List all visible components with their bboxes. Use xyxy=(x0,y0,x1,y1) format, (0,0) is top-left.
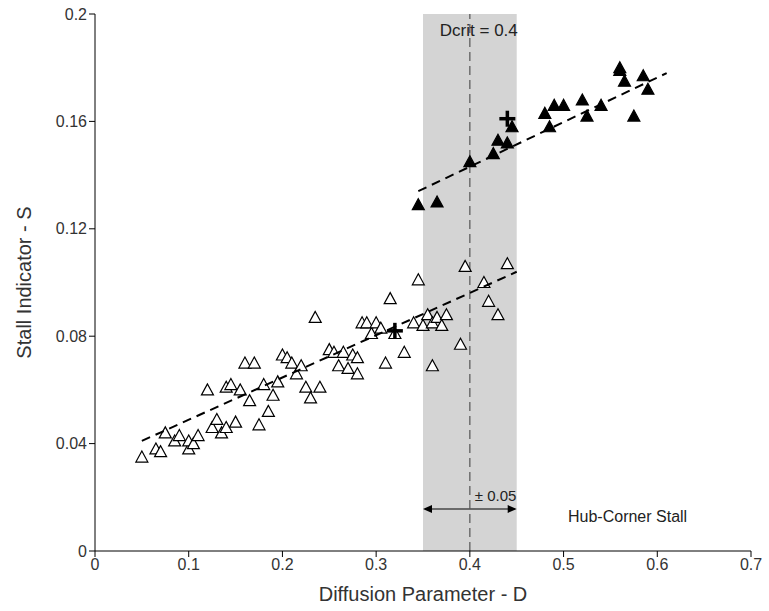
svg-text:0.08: 0.08 xyxy=(56,328,87,345)
svg-text:0: 0 xyxy=(91,556,100,573)
svg-text:Dcrit = 0.4: Dcrit = 0.4 xyxy=(440,21,518,40)
svg-text:0.12: 0.12 xyxy=(56,220,87,237)
svg-text:± 0.05: ± 0.05 xyxy=(475,487,517,504)
svg-text:0.4: 0.4 xyxy=(459,556,481,573)
svg-text:0.16: 0.16 xyxy=(56,113,87,130)
svg-text:0.3: 0.3 xyxy=(365,556,387,573)
svg-text:0.6: 0.6 xyxy=(646,556,668,573)
svg-text:0.1: 0.1 xyxy=(178,556,200,573)
svg-text:0.04: 0.04 xyxy=(56,435,87,452)
svg-text:0.5: 0.5 xyxy=(552,556,574,573)
svg-text:Diffusion Parameter - D: Diffusion Parameter - D xyxy=(319,583,528,605)
html-text:Hub-Corner Stall: Hub-Corner Stall xyxy=(568,508,688,525)
svg-text:0.7: 0.7 xyxy=(740,556,762,573)
svg-text:0.2: 0.2 xyxy=(271,556,293,573)
svg-text:Stall Indicator - S: Stall Indicator - S xyxy=(13,206,35,358)
svg-text:0.2: 0.2 xyxy=(65,6,87,23)
svg-text:0: 0 xyxy=(78,543,87,560)
